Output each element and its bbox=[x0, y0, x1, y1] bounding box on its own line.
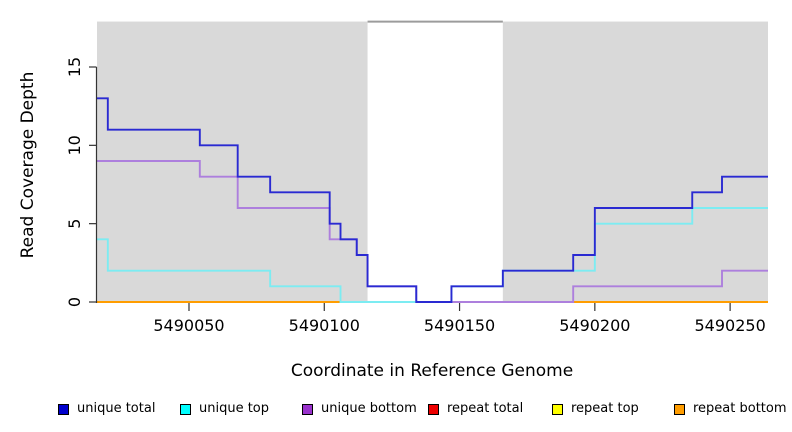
x-tick-label: 5490050 bbox=[153, 316, 224, 335]
legend-label: repeat bottom bbox=[693, 401, 787, 416]
legend-label: unique top bbox=[199, 401, 270, 416]
legend-item-repeat-total: repeat total bbox=[428, 399, 523, 419]
legend-swatch-unique-total bbox=[58, 403, 69, 415]
legend-swatch-repeat-top bbox=[552, 403, 563, 415]
y-tick-label: 0 bbox=[65, 297, 84, 307]
legend-swatch-repeat-bottom bbox=[674, 403, 685, 415]
y-tick-label: 15 bbox=[65, 57, 84, 77]
x-axis-title: Coordinate in Reference Genome bbox=[291, 361, 573, 381]
legend-label: repeat top bbox=[571, 401, 639, 416]
legend-item-repeat-top: repeat top bbox=[552, 399, 639, 419]
legend-swatch-unique-top bbox=[180, 403, 191, 415]
shaded-region-right bbox=[502, 21, 768, 304]
legend-label: repeat total bbox=[447, 401, 524, 416]
legend-label: unique bottom bbox=[321, 401, 417, 416]
y-axis-title: Read Coverage Depth bbox=[18, 72, 38, 259]
x-tick-label: 5490200 bbox=[559, 316, 630, 335]
legend: unique total unique top unique bottom re… bbox=[0, 399, 792, 423]
legend-item-unique-top: unique top bbox=[180, 399, 269, 419]
legend-swatch-repeat-total bbox=[428, 403, 439, 415]
y-tick-label: 10 bbox=[65, 135, 84, 155]
series-line-unique-total bbox=[97, 97, 768, 303]
x-tick-label: 5490250 bbox=[694, 316, 765, 335]
legend-item-unique-bottom: unique bottom bbox=[302, 399, 417, 419]
coverage-plot: 0 5 10 15 5490050 5490100 5490150 5490200 549025… bbox=[18, 20, 768, 381]
legend-swatch-unique-bottom bbox=[302, 403, 313, 415]
legend-item-repeat-bottom: repeat bottom bbox=[674, 399, 787, 419]
legend-label: unique total bbox=[77, 401, 156, 416]
shaded-region-left bbox=[97, 21, 368, 304]
x-tick-label: 5490150 bbox=[424, 316, 495, 335]
x-tick-label: 5490100 bbox=[289, 316, 360, 335]
y-tick-label: 5 bbox=[65, 219, 84, 229]
legend-item-unique-total: unique total bbox=[58, 399, 155, 419]
